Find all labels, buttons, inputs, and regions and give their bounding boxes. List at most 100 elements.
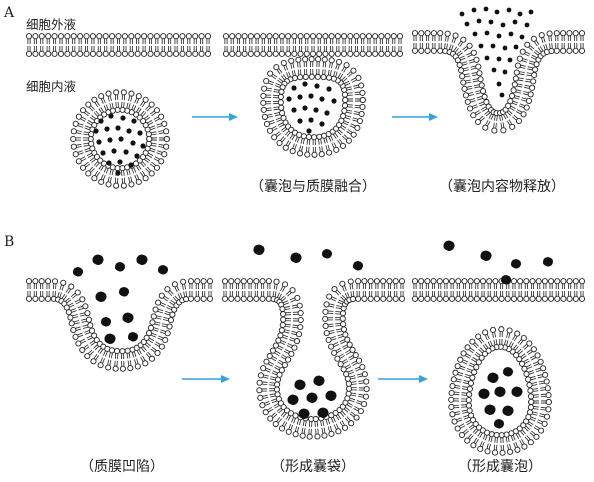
lipid-tail: [504, 113, 509, 119]
lipid-inner: [273, 64, 283, 75]
lipid-tail: [354, 366, 360, 370]
lipid-inner: [70, 143, 82, 150]
lipid-tail: [61, 293, 66, 299]
lipid-head: [79, 346, 86, 354]
lipid-head: [479, 278, 487, 285]
lipid-tail: [524, 360, 530, 364]
lipid-tail: [163, 316, 169, 319]
lipid-tail: [462, 361, 468, 365]
lipid-inner: [299, 427, 306, 439]
lipid-outer: [510, 278, 518, 289]
lipid-tail: [350, 411, 356, 416]
lipid-tail: [268, 408, 274, 413]
lipid-inner: [359, 46, 366, 57]
lipid-head: [384, 33, 391, 40]
lipid-tail: [344, 293, 348, 299]
lipid-head: [316, 133, 323, 140]
lipid-tail: [149, 163, 155, 168]
lipid-outer: [468, 362, 480, 371]
lipid-tail: [525, 425, 531, 430]
lipid-head: [260, 99, 267, 106]
lipid-head: [234, 295, 241, 302]
lipid-outer: [341, 33, 348, 44]
lipid-tail: [478, 348, 483, 354]
lipid-tail: [81, 340, 87, 344]
lipid-tail: [488, 436, 491, 442]
lipid-tail: [336, 328, 342, 331]
lipid-head: [372, 50, 379, 57]
lipid-tail: [84, 127, 90, 131]
lipid-tail: [81, 116, 87, 120]
lipid-head: [285, 428, 292, 435]
lipid-tail: [155, 317, 162, 320]
lipid-head: [25, 295, 33, 302]
lipid-tail: [147, 120, 153, 124]
lipid-inner: [153, 113, 165, 122]
lipid-inner: [271, 131, 282, 141]
lipid-tail: [352, 119, 358, 122]
lipid-outer: [86, 332, 98, 341]
lipid-outer: [398, 278, 406, 289]
lipid-inner: [491, 444, 499, 456]
lipid-head: [535, 278, 542, 285]
lipid-tail: [549, 43, 551, 49]
lipid-tail: [343, 408, 349, 413]
lipid-tail: [353, 113, 359, 115]
lipid-head: [51, 278, 59, 285]
lipid-tail: [287, 141, 292, 147]
lipid-inner: [96, 46, 103, 57]
lipid-head: [346, 341, 353, 348]
lipid-inner: [158, 136, 170, 143]
lipid-outer: [140, 338, 151, 348]
lipid-tail: [507, 444, 509, 450]
cargo-particle: [111, 148, 117, 154]
lipid-inner: [460, 79, 472, 86]
lipid-inner: [524, 435, 534, 446]
lipid-head: [473, 56, 480, 63]
cargo-particle: [104, 126, 110, 132]
lipid-head: [83, 50, 90, 57]
lipid-outer: [418, 30, 425, 41]
lipid-head: [153, 107, 160, 114]
lipid-tail: [514, 97, 520, 100]
caption-vesicle-membrane-fusion: （囊泡与质膜融合）: [250, 178, 376, 195]
lipid-inner: [361, 291, 368, 302]
lipid-head: [267, 70, 274, 77]
lipid-tail: [131, 104, 135, 110]
lipid-inner: [98, 174, 106, 185]
lipid-outer: [180, 278, 187, 290]
lipid-tail: [277, 361, 283, 365]
lipid-outer: [509, 92, 520, 100]
lipid-tail: [519, 103, 525, 106]
lipid-outer: [134, 33, 141, 44]
lipid-outer: [462, 380, 474, 387]
lipid-tail: [287, 415, 291, 421]
lipid-tail: [482, 434, 486, 440]
cargo-molecule: [510, 259, 522, 269]
lipid-head: [32, 50, 39, 57]
lipid-tail: [103, 105, 107, 111]
lipid-head: [70, 143, 77, 150]
lipid-outer: [546, 30, 553, 42]
cargo-molecule: [500, 275, 512, 285]
cargo-molecule: [294, 379, 306, 391]
lipid-tail: [109, 103, 112, 109]
cargo-particle: [308, 93, 314, 99]
lipid-head: [235, 33, 242, 40]
intracellular-fluid-label: 细胞内液: [26, 79, 77, 94]
lipid-tail: [336, 130, 342, 136]
lipid-tail: [151, 144, 157, 147]
lipid-head: [430, 295, 437, 302]
lipid-outer: [322, 315, 334, 322]
lipid-tail: [289, 339, 295, 342]
lipid-tail: [288, 424, 292, 430]
lipid-head: [280, 316, 287, 323]
lipid-outer: [478, 98, 490, 107]
lipid-tail: [456, 378, 462, 381]
lipid-outer: [269, 381, 281, 388]
lipid-inner: [337, 331, 349, 339]
lipid-head: [360, 400, 368, 408]
lipid-tail: [505, 437, 508, 443]
lipid-tail: [286, 345, 292, 348]
lipid-tail: [137, 164, 142, 170]
